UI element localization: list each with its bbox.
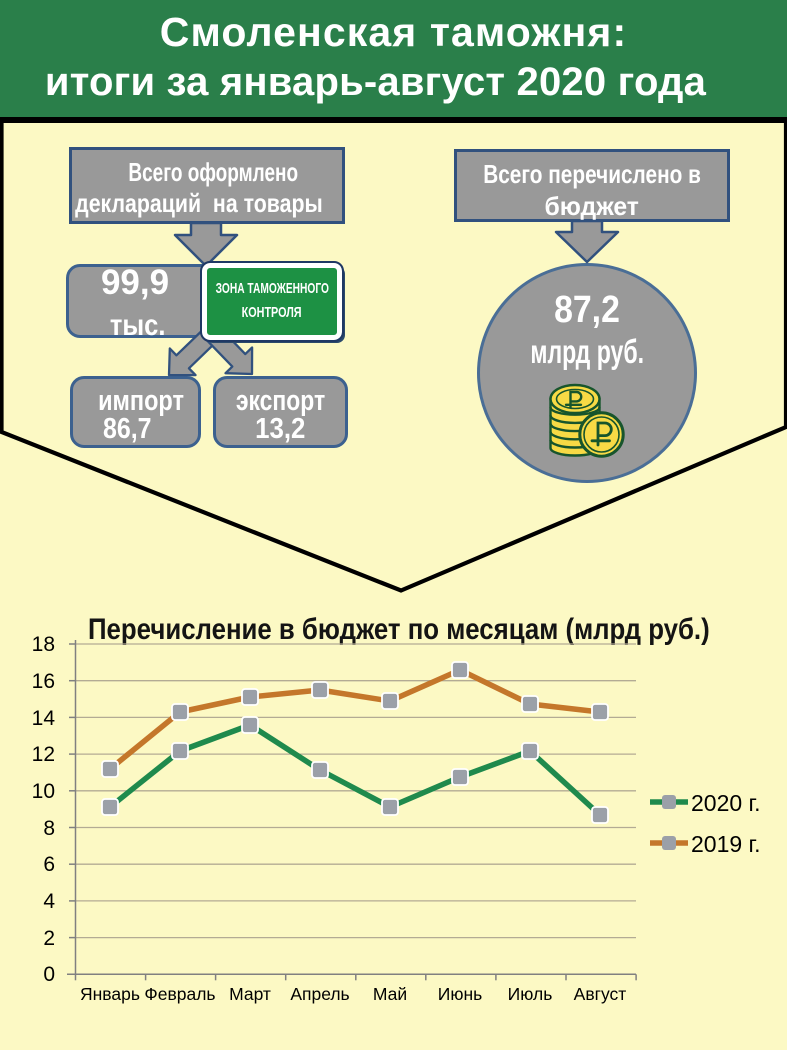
svg-text:Август: Август (574, 984, 627, 1004)
svg-text:Февраль: Февраль (144, 984, 215, 1004)
svg-text:16: 16 (32, 670, 55, 693)
svg-text:2019 г.: 2019 г. (691, 831, 761, 857)
svg-text:8: 8 (43, 817, 55, 840)
svg-text:14: 14 (32, 707, 56, 730)
svg-text:Июнь: Июнь (438, 984, 483, 1004)
svg-text:Январь: Январь (80, 984, 140, 1004)
svg-text:2: 2 (43, 927, 55, 950)
svg-text:10: 10 (32, 780, 55, 803)
svg-text:Апрель: Апрель (290, 984, 349, 1004)
svg-text:Май: Май (373, 984, 407, 1004)
svg-text:2020 г.: 2020 г. (691, 790, 761, 816)
svg-text:0: 0 (43, 963, 55, 986)
svg-text:4: 4 (43, 890, 55, 913)
svg-text:12: 12 (32, 743, 55, 766)
svg-text:Март: Март (229, 984, 271, 1004)
svg-text:18: 18 (32, 633, 55, 656)
svg-text:Июль: Июль (508, 984, 553, 1004)
svg-text:6: 6 (43, 853, 55, 876)
